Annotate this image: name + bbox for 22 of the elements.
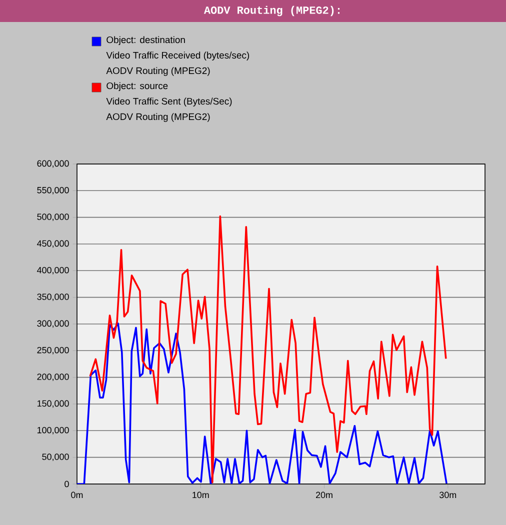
y-tick-label: 0 bbox=[64, 480, 69, 488]
y-tick-label: 500,000 bbox=[37, 214, 69, 222]
line-series bbox=[77, 322, 448, 484]
y-tick-label: 50,000 bbox=[42, 454, 69, 462]
y-tick-label: 400,000 bbox=[37, 266, 69, 274]
y-tick-label: 100,000 bbox=[38, 426, 69, 434]
y-tick-label: 200,000 bbox=[37, 374, 69, 382]
y-tick-label: 150,000 bbox=[38, 400, 69, 408]
x-tick-label: 10m bbox=[192, 492, 209, 498]
y-tick-label: 600,000 bbox=[37, 160, 69, 168]
chart-title: AODV Routing (MPEG2): bbox=[204, 6, 340, 16]
line-series bbox=[89, 215, 447, 484]
y-tick-label: 300,000 bbox=[37, 320, 69, 328]
legend-label: Object: destination Video Traffic Received (bytes/sec) AODV Routing (MPEG2) bbox=[106, 36, 250, 76]
x-tick-label: 30m bbox=[440, 492, 456, 498]
x-tick-label: 20m bbox=[316, 492, 332, 498]
y-tick-label: 250,000 bbox=[37, 346, 69, 354]
y-tick-label: 550,000 bbox=[37, 186, 69, 194]
x-tick-label: 0m bbox=[71, 492, 83, 498]
y-tick-label: 350,000 bbox=[37, 294, 69, 302]
y-tick-label: 450,000 bbox=[37, 240, 69, 248]
legend-label: Object: source Video Traffic Sent (Bytes/Sec) AODV Routing (MPEG2) bbox=[106, 82, 232, 122]
